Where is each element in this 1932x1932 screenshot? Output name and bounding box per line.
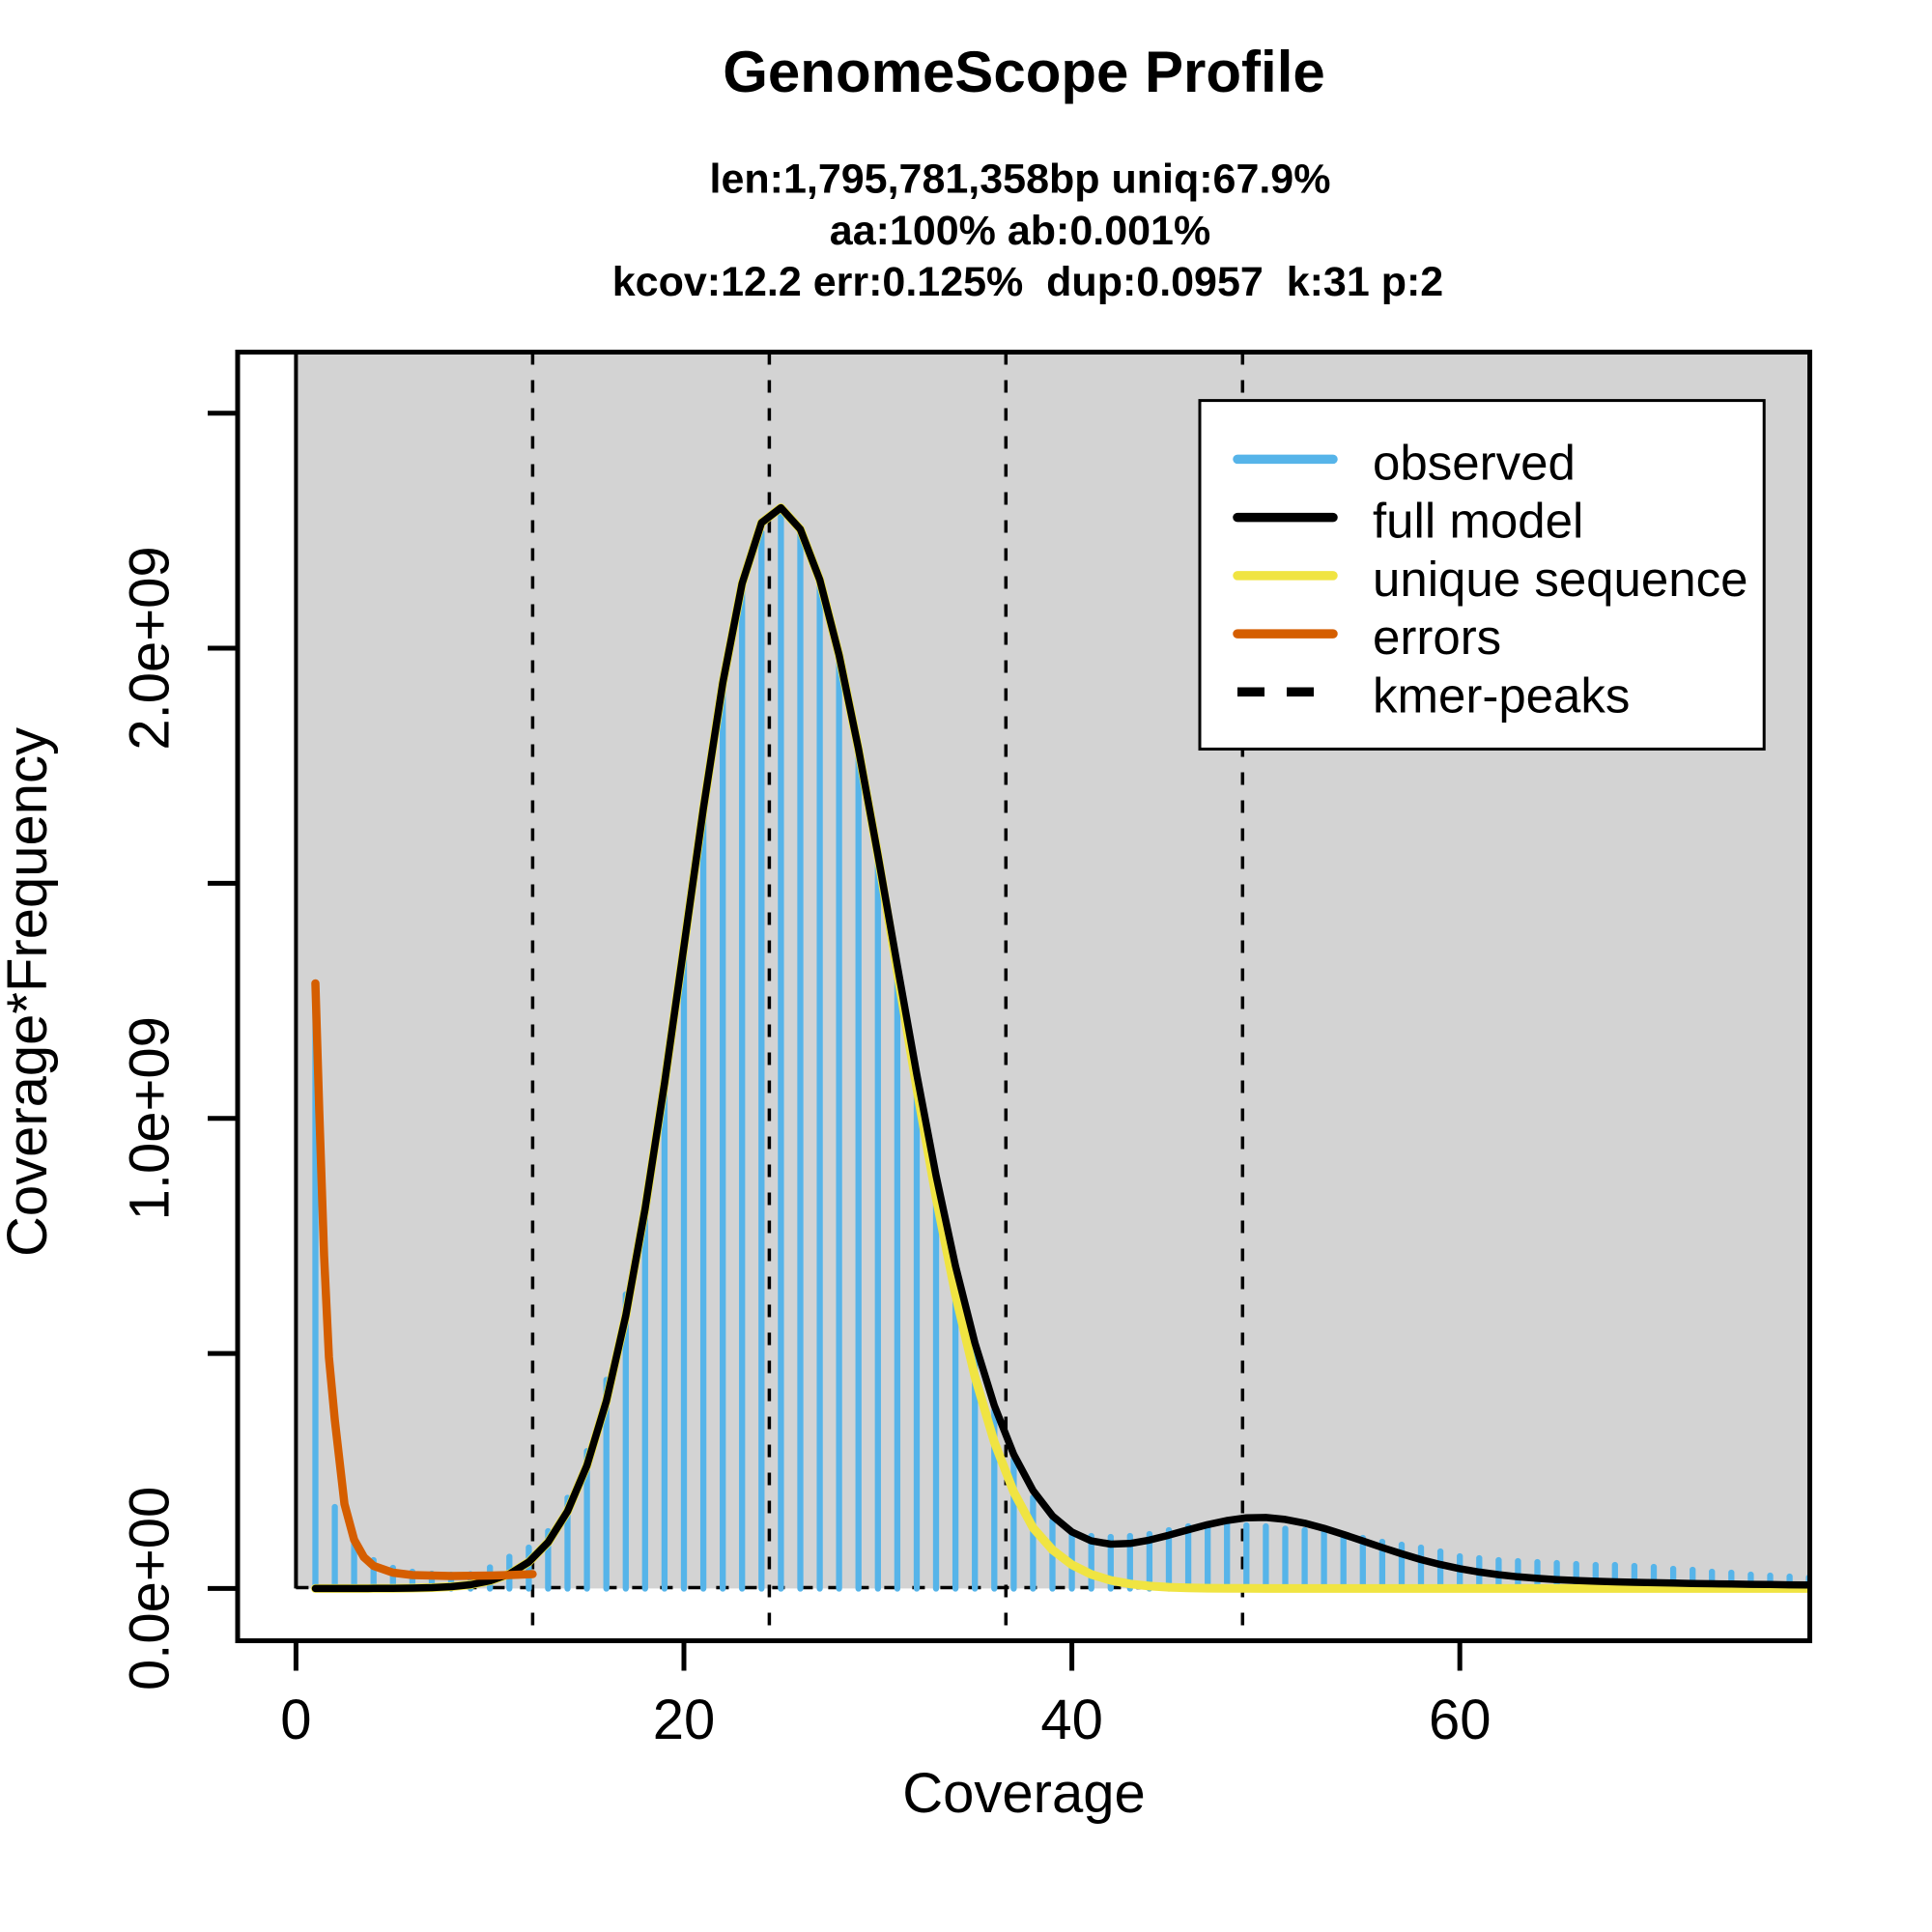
svg-text:0: 0 (280, 1689, 311, 1751)
svg-text:2.0e+09: 2.0e+09 (119, 546, 182, 750)
svg-text:0.0e+00: 0.0e+00 (119, 1487, 182, 1690)
svg-text:20: 20 (653, 1689, 716, 1751)
svg-text:len:1,795,781,358bp uniq:67.9%: len:1,795,781,358bp uniq:67.9% (710, 156, 1331, 202)
svg-text:Coverage*Frequency: Coverage*Frequency (0, 727, 59, 1257)
svg-text:40: 40 (1040, 1689, 1103, 1751)
svg-text:full model: full model (1373, 494, 1583, 549)
svg-text:unique sequence: unique sequence (1373, 552, 1748, 607)
svg-text:60: 60 (1429, 1689, 1492, 1751)
svg-text:GenomeScope Profile: GenomeScope Profile (723, 40, 1325, 104)
svg-text:errors: errors (1373, 610, 1501, 665)
svg-text:kcov:12.2 err:0.125% dup:0.09: kcov:12.2 err:0.125% dup:0.0957 k:31 p:2 (612, 259, 1443, 305)
svg-text:kmer-peaks: kmer-peaks (1373, 668, 1630, 723)
svg-text:observed: observed (1373, 435, 1576, 490)
svg-text:Coverage: Coverage (902, 1762, 1145, 1825)
svg-text:aa:100% ab:0.001%: aa:100% ab:0.001% (830, 208, 1210, 254)
svg-text:1.0e+09: 1.0e+09 (119, 1016, 182, 1220)
